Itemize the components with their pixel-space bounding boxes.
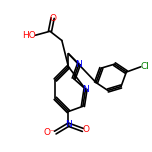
Text: O: O xyxy=(49,14,56,23)
Text: N: N xyxy=(76,60,82,69)
Text: N: N xyxy=(82,85,89,94)
Text: O⁻: O⁻ xyxy=(43,128,55,137)
Text: HO: HO xyxy=(22,31,36,40)
Text: O: O xyxy=(83,125,90,135)
Text: Cl: Cl xyxy=(141,62,150,71)
Text: N: N xyxy=(65,120,72,129)
